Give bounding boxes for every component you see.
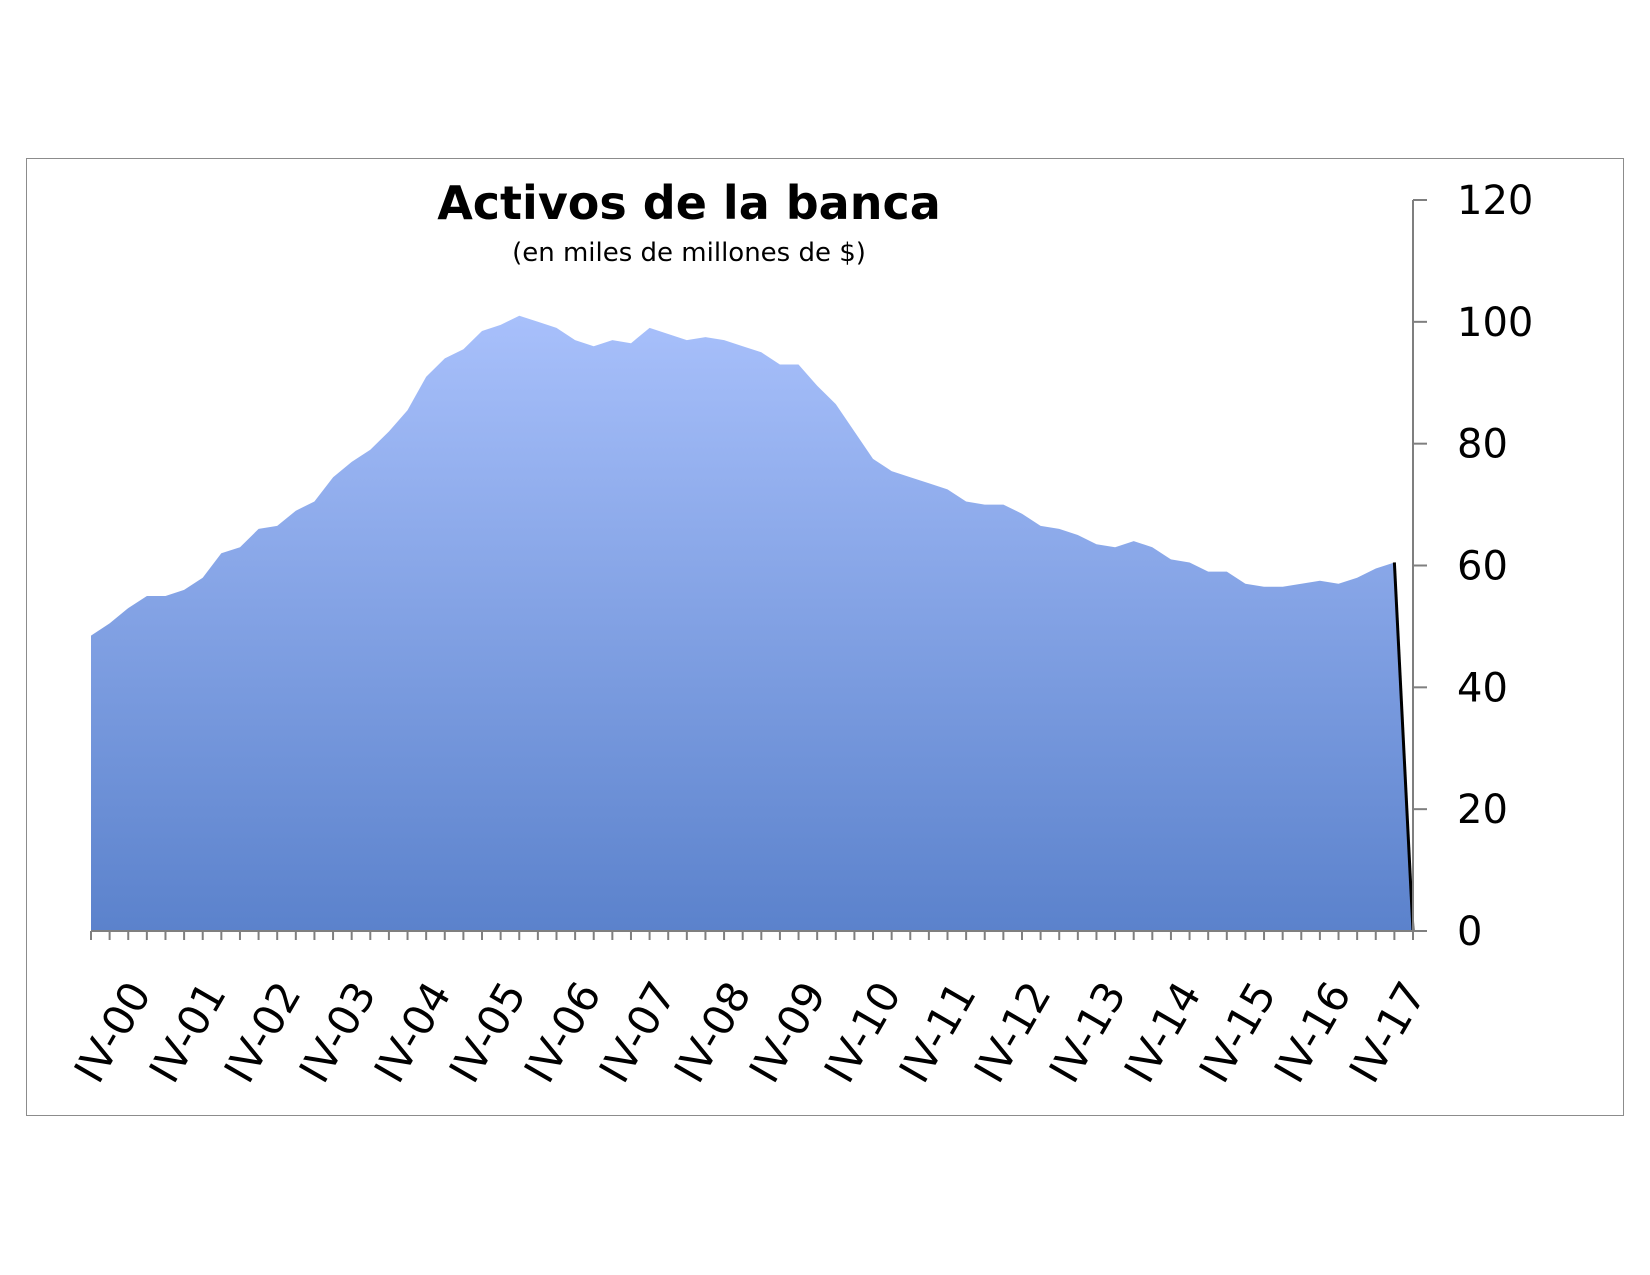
x-tick-label: IV-01 xyxy=(140,974,236,1091)
chart-svg: Activos de la banca (en miles de millone… xyxy=(65,176,1534,1091)
x-tick-label: IV-15 xyxy=(1190,974,1286,1091)
area-series xyxy=(91,315,1413,931)
x-tick-label: IV-02 xyxy=(215,974,311,1091)
x-tick-label: IV-17 xyxy=(1340,974,1436,1091)
x-tick-label: IV-13 xyxy=(1040,974,1136,1091)
x-tick-label: IV-03 xyxy=(290,974,386,1091)
x-tick-label: IV-08 xyxy=(665,974,761,1091)
chart-frame: Activos de la banca (en miles de millone… xyxy=(26,158,1624,1116)
y-tick-label: 40 xyxy=(1457,665,1508,711)
y-axis: 0 20 40 60 80 100 120 xyxy=(1412,178,1533,955)
x-tick-label: IV-16 xyxy=(1265,974,1361,1091)
y-tick-label: 100 xyxy=(1457,300,1533,346)
x-tick-label: IV-00 xyxy=(65,974,161,1091)
series-edge xyxy=(1392,562,1415,932)
x-tick-label: IV-10 xyxy=(815,974,911,1091)
y-tick-label: 120 xyxy=(1457,178,1533,224)
chart-subtitle: (en miles de millones de $) xyxy=(512,238,866,268)
y-tick-label: 0 xyxy=(1457,909,1482,955)
x-tick-label: IV-07 xyxy=(590,974,686,1091)
x-tick-label: IV-09 xyxy=(740,974,836,1091)
x-tick-label: IV-12 xyxy=(965,974,1061,1091)
x-tick-label: IV-04 xyxy=(365,974,461,1091)
x-axis: IV-00IV-01IV-02IV-03IV-04IV-05IV-06IV-07… xyxy=(65,930,1436,1091)
plot-area xyxy=(91,315,1415,932)
x-tick-label: IV-06 xyxy=(515,974,611,1091)
x-tick-label: IV-14 xyxy=(1115,974,1211,1091)
chart-title: Activos de la banca xyxy=(437,176,941,230)
y-tick-label: 80 xyxy=(1457,422,1508,468)
x-tick-label: IV-11 xyxy=(890,974,986,1091)
y-tick-label: 20 xyxy=(1457,787,1508,833)
x-tick-label: IV-05 xyxy=(440,974,536,1091)
y-tick-label: 60 xyxy=(1457,544,1508,590)
